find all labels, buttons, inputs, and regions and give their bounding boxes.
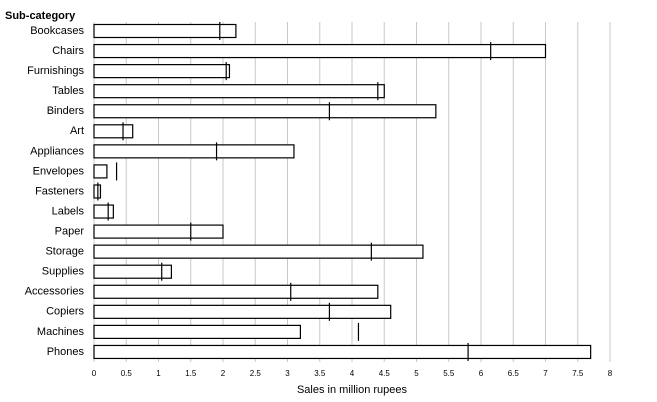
x-tick-label: 5 bbox=[414, 369, 419, 378]
x-tick-label: 0.5 bbox=[121, 369, 133, 378]
x-tick-label: 3 bbox=[285, 369, 290, 378]
x-tick-label: 3.5 bbox=[314, 369, 326, 378]
x-tick-label: 5.5 bbox=[443, 369, 455, 378]
y-tick-label: Binders bbox=[47, 105, 85, 117]
bar bbox=[93, 344, 592, 360]
x-tick-label: 2.5 bbox=[250, 369, 262, 378]
bar bbox=[93, 43, 547, 59]
bar bbox=[93, 244, 424, 259]
y-tick-label: Machines bbox=[37, 326, 85, 338]
y-tick-label: Supplies bbox=[42, 266, 85, 278]
y-tick-label: Copiers bbox=[46, 306, 84, 318]
y-tick-label: Bookcases bbox=[30, 25, 84, 37]
bar bbox=[93, 124, 134, 139]
y-tick-label: Paper bbox=[55, 226, 85, 238]
bar bbox=[93, 224, 224, 239]
x-tick-label: 1 bbox=[156, 369, 161, 378]
y-tick-label: Phones bbox=[47, 346, 85, 358]
x-tick-label: 7.5 bbox=[572, 369, 584, 378]
y-tick-label: Envelopes bbox=[33, 165, 85, 177]
bar bbox=[93, 23, 237, 39]
x-tick-label: 6 bbox=[479, 369, 484, 378]
bar bbox=[93, 264, 173, 279]
x-tick-label: 1.5 bbox=[185, 369, 197, 378]
bar bbox=[93, 204, 114, 219]
x-tick-label: 8 bbox=[608, 369, 613, 378]
bar bbox=[93, 184, 102, 199]
bar bbox=[93, 304, 392, 319]
x-tick-label: 7 bbox=[543, 369, 548, 378]
x-tick-label: 4.5 bbox=[379, 369, 391, 378]
bar bbox=[93, 324, 301, 339]
bar bbox=[93, 164, 108, 179]
x-tick-label: 2 bbox=[221, 369, 226, 378]
bar bbox=[93, 84, 385, 99]
y-tick-label: Accessories bbox=[25, 286, 85, 298]
bar bbox=[93, 104, 437, 119]
y-tick-label: Chairs bbox=[52, 45, 84, 57]
bar bbox=[93, 284, 379, 299]
x-tick-label: 6.5 bbox=[508, 369, 520, 378]
y-tick-label: Furnishings bbox=[27, 65, 84, 77]
x-tick-label: 0 bbox=[92, 369, 97, 378]
y-axis-title: Sub-category bbox=[5, 10, 76, 22]
y-tick-label: Art bbox=[70, 125, 84, 137]
x-tick-label: 4 bbox=[350, 369, 355, 378]
bar bbox=[93, 144, 295, 159]
x-axis-title: Sales in million rupees bbox=[297, 384, 408, 396]
bar bbox=[93, 64, 231, 79]
y-tick-label: Labels bbox=[52, 205, 85, 217]
y-tick-label: Tables bbox=[52, 85, 84, 97]
y-tick-label: Appliances bbox=[30, 145, 84, 157]
y-tick-label: Storage bbox=[45, 246, 84, 258]
y-tick-label: Fasteners bbox=[35, 185, 84, 197]
